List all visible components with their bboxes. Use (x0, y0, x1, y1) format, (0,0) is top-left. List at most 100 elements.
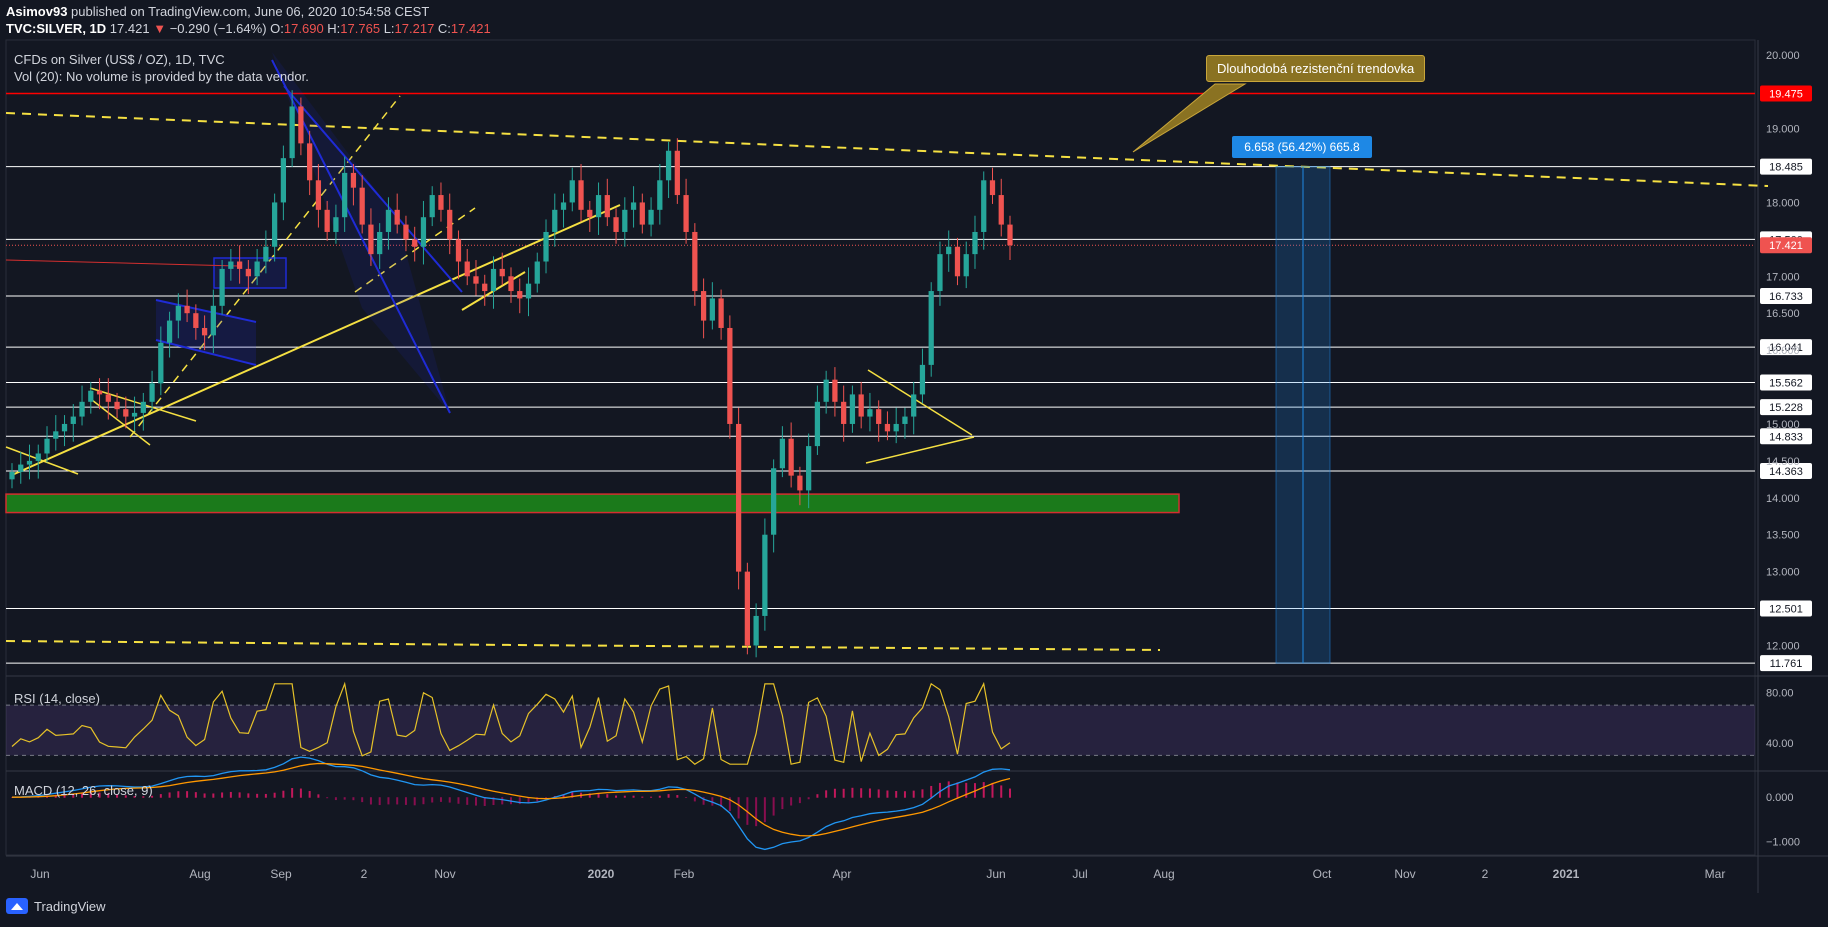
macd-histogram-bar (431, 797, 434, 803)
tradingview-logo[interactable]: TradingView (6, 898, 106, 914)
candle-body (814, 401, 821, 447)
volume-legend: Vol (20): No volume is provided by the d… (14, 69, 309, 84)
rsi-band (6, 705, 1755, 756)
high-value: 17.765 (340, 21, 381, 36)
macd-histogram-bar (369, 797, 372, 805)
candle-body (919, 364, 926, 395)
price-chart[interactable]: 19.47518.48517.50017.42116.73316.04115.5… (0, 0, 1828, 893)
blue-channel-line (283, 85, 463, 293)
macd-histogram-bar (877, 789, 880, 798)
candle-body (140, 401, 146, 413)
candle-body (709, 298, 715, 321)
open-value: 17.690 (283, 21, 324, 36)
macd-histogram-bar (833, 788, 836, 798)
publish-info: published on TradingView.com, June 06, 2… (71, 4, 430, 19)
candle-body (508, 276, 514, 292)
candle-body (429, 195, 435, 218)
rsi-legend[interactable]: RSI (14, close) (14, 691, 100, 706)
candle-body (727, 327, 733, 424)
macd-tick-label: −1.000 (1766, 837, 1800, 849)
callout-pointer (1132, 83, 1247, 153)
candle-body (517, 291, 523, 299)
macd-histogram-bar (404, 797, 407, 805)
macd-legend[interactable]: MACD (12, 26, close, 9) (14, 783, 153, 798)
macd-histogram-bar (142, 796, 145, 798)
candle-body (368, 224, 374, 255)
candle-body (420, 217, 427, 247)
candle-body (963, 254, 969, 277)
candle-body (131, 412, 138, 417)
candle-body (595, 195, 602, 218)
macd-histogram-bar (886, 790, 889, 798)
measure-label[interactable]: 6.658 (56.42%) 665.8 (1232, 136, 1372, 158)
candle-body (166, 320, 173, 343)
candle-body (858, 394, 864, 417)
candle-body (876, 409, 882, 424)
candle-body (657, 180, 663, 210)
macd-histogram-bar (895, 791, 898, 798)
macd-histogram-bar (326, 797, 329, 799)
time-tick-label: Nov (1394, 867, 1415, 881)
macd-histogram-bar (387, 797, 390, 805)
candle-body (35, 453, 41, 461)
ohlc-line: TVC:SILVER, 1D 17.421 ▼ −0.290 (−1.64%) … (6, 21, 491, 36)
price-tick-label: 20.000 (1766, 50, 1800, 62)
candle-body (228, 261, 234, 269)
level-price-tag (1760, 462, 1812, 479)
macd-histogram-bar (588, 793, 591, 798)
candle-body (280, 158, 287, 203)
candle-body (849, 394, 856, 424)
time-tick-label: Feb (674, 867, 695, 881)
macd-histogram-bar (396, 797, 399, 805)
macd-line (11, 756, 1011, 851)
macd-histogram-bar (194, 792, 197, 798)
macd-histogram-bar (221, 792, 224, 798)
macd-histogram-bar (571, 792, 574, 798)
price-tick-label: 18.000 (1766, 197, 1800, 209)
macd-histogram-bar (282, 790, 285, 798)
macd-histogram-bar (763, 797, 766, 823)
time-tick-label: Aug (1153, 867, 1174, 881)
candle-body (832, 379, 838, 402)
close-label: C: (437, 21, 451, 36)
time-tick-label: Apr (833, 867, 852, 881)
candle-body (350, 172, 357, 188)
time-tick-label: 2021 (1553, 867, 1580, 881)
candle-body (683, 195, 689, 232)
macd-histogram-bar (474, 797, 477, 806)
triangle-upper (867, 369, 973, 436)
level-price-tag (1760, 428, 1812, 445)
macd-histogram-bar (930, 785, 933, 798)
candle-body (911, 394, 917, 417)
candle-body (744, 571, 750, 646)
candle-body (630, 202, 637, 210)
macd-histogram-bar (361, 797, 364, 803)
level-price-tag (1760, 399, 1812, 416)
candle-body (665, 150, 672, 181)
macd-histogram-bar (956, 782, 959, 798)
time-tick-label: Sep (270, 867, 292, 881)
macd-histogram-bar (264, 793, 267, 798)
macd-histogram-bar (378, 797, 381, 806)
flag-box-line (155, 339, 257, 366)
macd-histogram-bar (229, 791, 232, 798)
level-price-label: 15.228 (1769, 402, 1803, 414)
candle-body (954, 246, 961, 277)
candle-body (823, 379, 829, 402)
candle-body (455, 239, 462, 262)
uptrend-line (11, 204, 621, 476)
candle-body (105, 394, 111, 402)
candle-body (806, 446, 812, 491)
candle-body (543, 231, 549, 262)
macd-histogram-bar (483, 797, 486, 806)
candle-body (307, 143, 313, 181)
macd-histogram-bar (851, 787, 854, 798)
level-price-label: 14.833 (1769, 431, 1803, 443)
macd-histogram-bar (903, 791, 906, 798)
resistance-callout[interactable]: Dlouhodobá rezistenční trendovka (1206, 55, 1426, 82)
pennant-line (5, 446, 79, 475)
author-name[interactable]: Asimov93 (6, 4, 68, 19)
chart-legend-title[interactable]: CFDs on Silver (US$ / OZ), 1D, TVC (14, 52, 225, 67)
macd-histogram-bar (527, 797, 530, 804)
long-term-resistance-trendline (5, 112, 1769, 187)
